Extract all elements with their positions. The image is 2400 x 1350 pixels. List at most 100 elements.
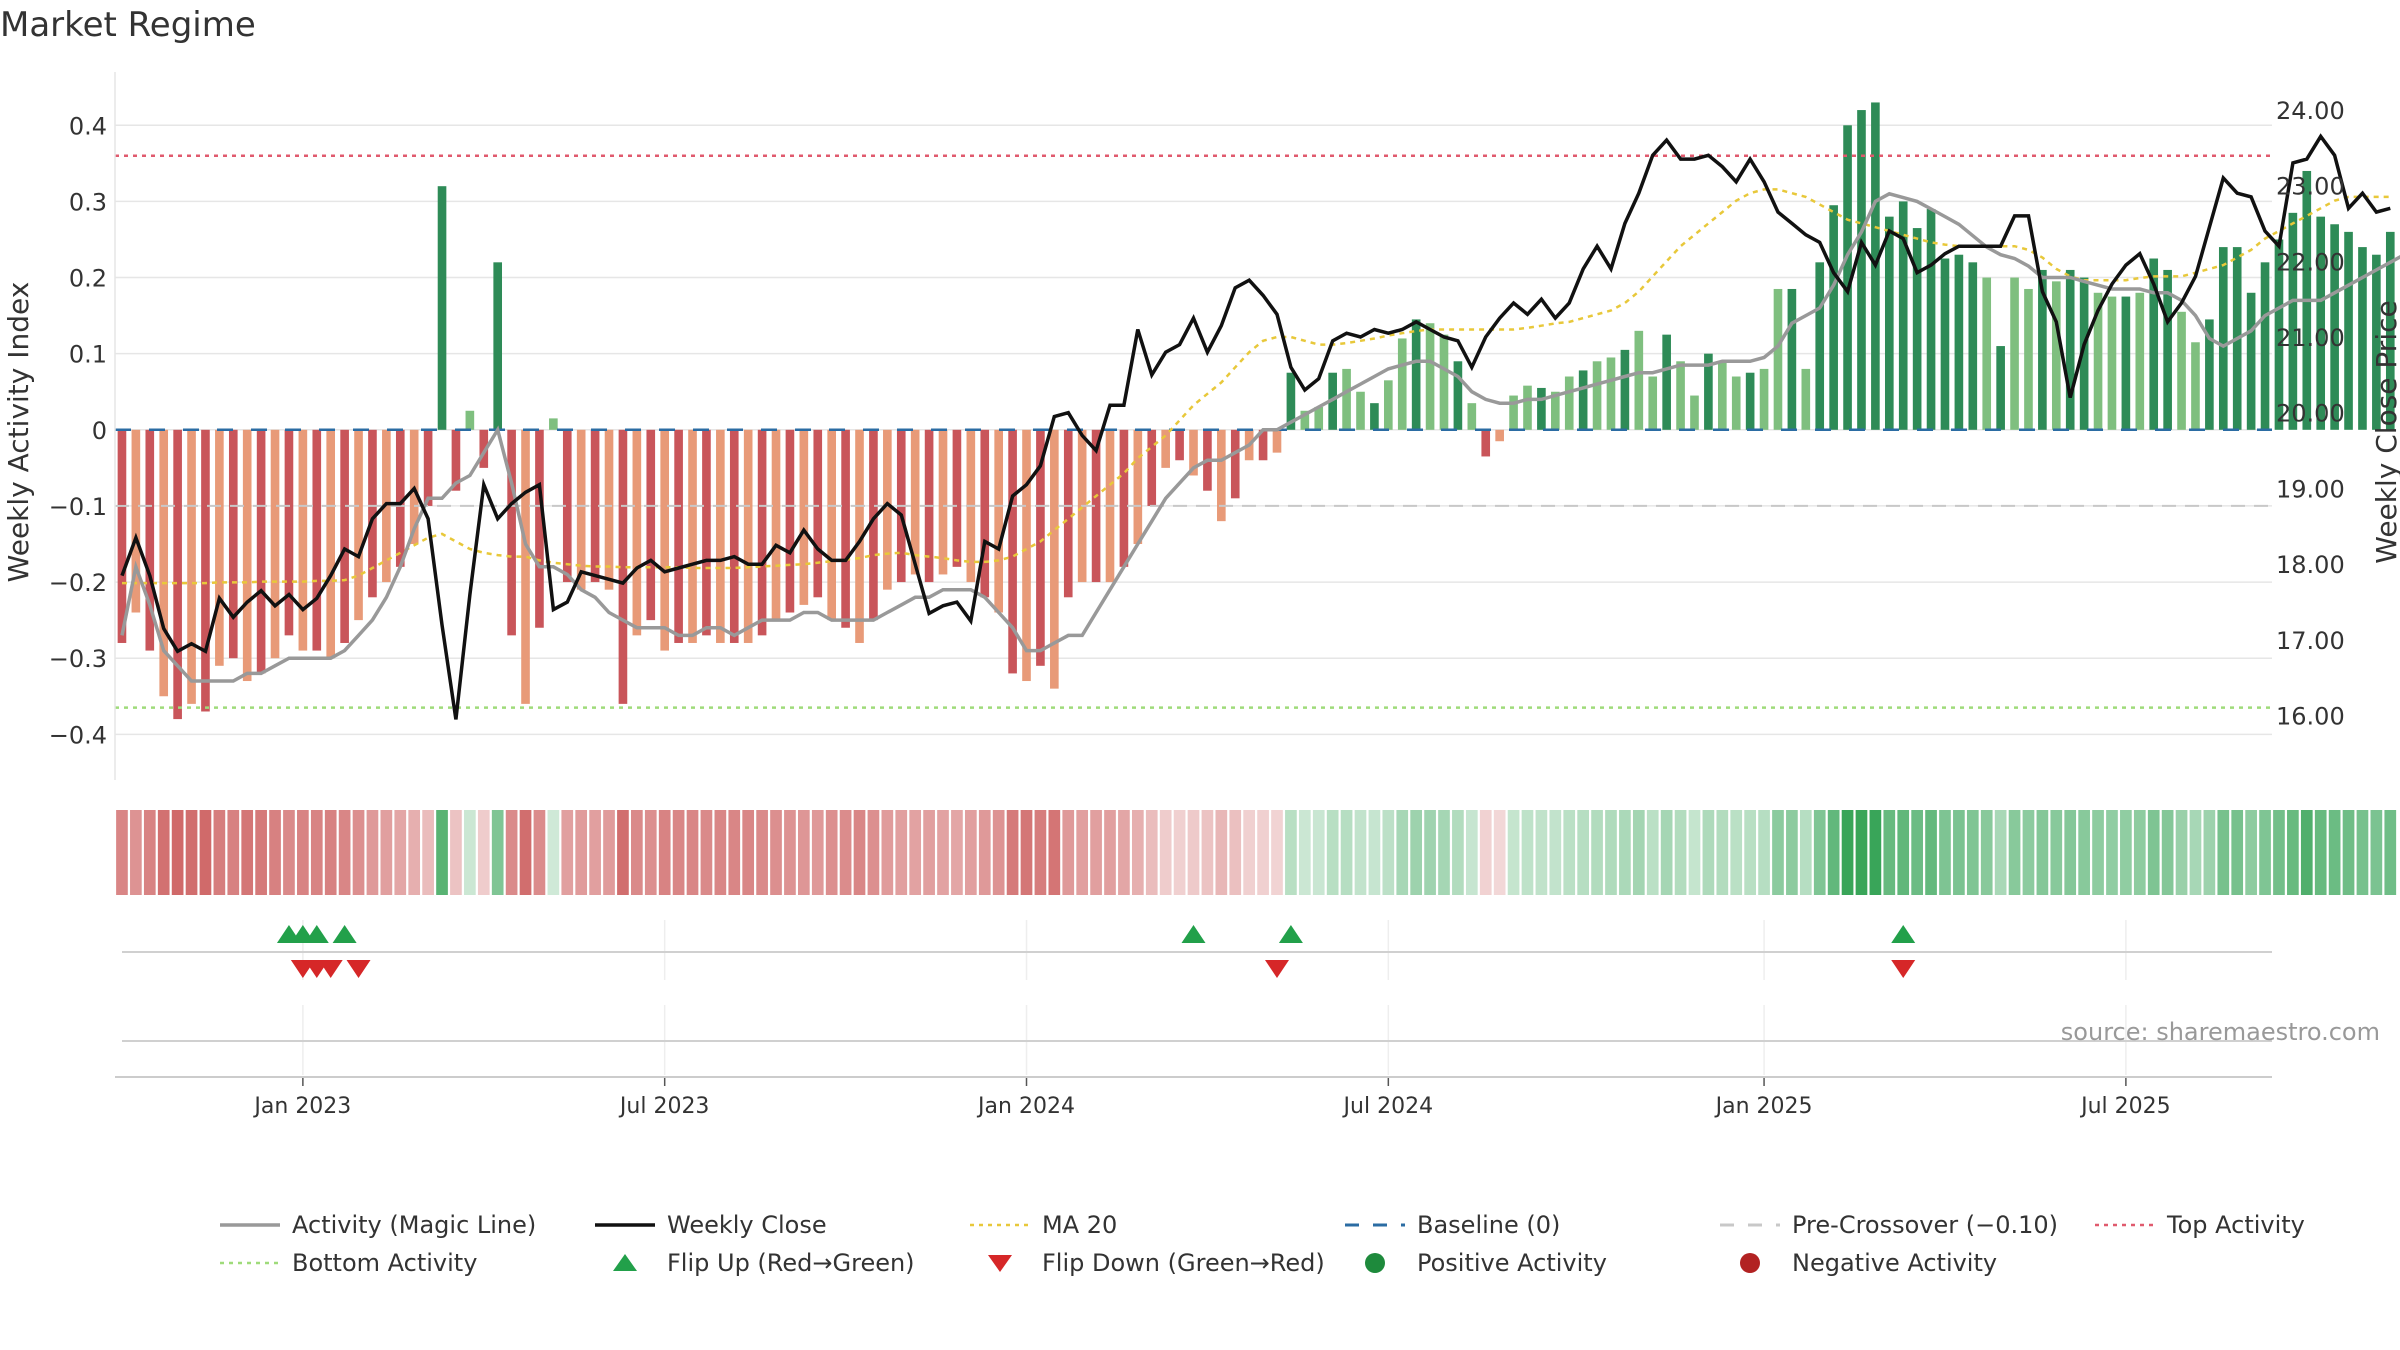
activity-bar <box>1036 429 1045 666</box>
heat-cell <box>269 810 281 895</box>
activity-bar <box>576 429 586 590</box>
heat-cell <box>130 810 142 895</box>
activity-bar <box>2385 231 2395 430</box>
heat-cell <box>1897 810 1910 895</box>
legend-label: MA 20 <box>1042 1211 1117 1239</box>
heat-cell <box>2328 810 2341 895</box>
x-axis-ticks: Jan 2023 Jul 2023 Jan 2024 Jul 2024 Jan 2025… <box>115 1076 2272 1119</box>
heat-cell <box>881 810 894 895</box>
activity-bar <box>395 429 405 567</box>
legend-label: Negative Activity <box>1792 1249 1997 1277</box>
y-right-tick-label: 23.00 <box>2276 173 2345 201</box>
weekly-close-line <box>120 133 2391 720</box>
activity-bar <box>1008 429 1017 674</box>
activity-bar <box>145 429 155 651</box>
flip-up-marker <box>332 925 357 943</box>
activity-bar <box>215 429 224 666</box>
heat-cell <box>2231 810 2244 895</box>
y-left-tick-label: 0.4 <box>69 112 107 140</box>
heat-cell <box>1605 810 1617 895</box>
heat-cell <box>352 810 365 895</box>
activity-bar <box>1495 429 1504 442</box>
activity-bar <box>1370 403 1379 430</box>
heat-cell <box>1354 810 1367 895</box>
heat-cell <box>1285 810 1297 895</box>
heat-cell <box>2384 810 2397 895</box>
activity-bar <box>1759 368 1769 430</box>
heat-cell <box>937 810 949 895</box>
x-tick-label: Jan 2025 <box>1714 1094 1813 1119</box>
heat-cell <box>199 810 212 895</box>
heat-cell <box>1549 810 1562 895</box>
activity-bar <box>952 429 962 567</box>
heat-cell <box>1340 810 1353 895</box>
activity-bar <box>2260 262 2270 430</box>
flip-up-marker <box>1278 925 1303 943</box>
heat-cell <box>1507 810 1520 895</box>
heat-cell <box>310 810 323 895</box>
source-label: source: sharemaestro.com <box>2061 1018 2380 1046</box>
activity-bar <box>1425 323 1435 430</box>
activity-bar <box>1175 429 1184 461</box>
heat-cell <box>1911 810 1923 895</box>
heat-cell <box>1201 810 1214 895</box>
heat-cell <box>1187 810 1200 895</box>
heat-cell <box>1869 810 1882 895</box>
heat-cell <box>2092 810 2104 895</box>
heat-cell <box>1104 810 1116 895</box>
heat-cell <box>2147 810 2160 895</box>
activity-bar <box>1161 429 1170 468</box>
activity-bar <box>590 429 600 583</box>
activity-bar <box>2288 212 2298 430</box>
heat-cell <box>394 810 407 895</box>
activity-bar <box>869 429 878 621</box>
activity-bar <box>1606 357 1616 430</box>
legend-swatch <box>1740 1253 1760 1273</box>
y-right-tick-label: 20.00 <box>2276 400 2345 428</box>
heat-cell <box>1452 810 1464 895</box>
heat-cell <box>1326 810 1339 895</box>
heat-cell <box>1619 810 1631 895</box>
heat-cell <box>171 810 184 895</box>
heat-cell <box>1368 810 1381 895</box>
bottom-panel <box>122 1005 2272 1075</box>
heat-cell <box>1744 810 1756 895</box>
heat-cell <box>255 810 267 895</box>
activity-bar <box>1189 429 1198 476</box>
flip-down-marker <box>346 960 371 978</box>
activity-bar <box>1272 429 1282 453</box>
activity-bar <box>1940 258 1950 430</box>
activity-bar <box>479 429 489 468</box>
activity-bar <box>1982 277 1992 430</box>
activity-bar <box>1648 376 1658 430</box>
heat-cell <box>644 810 657 895</box>
heat-cell <box>185 810 198 895</box>
legend-label: Weekly Close <box>667 1211 827 1239</box>
activity-bar <box>368 429 377 598</box>
heat-cell <box>1632 810 1645 895</box>
y-right-axis-label: Weekly Close Price <box>2370 300 2400 563</box>
activity-bar <box>1050 429 1059 689</box>
activity-bar <box>1411 319 1421 430</box>
activity-bar <box>1676 361 1685 430</box>
activity-bar <box>340 429 349 643</box>
activity-bar <box>1119 429 1129 567</box>
activity-bar <box>131 429 141 613</box>
activity-bar <box>1133 429 1143 544</box>
heat-cell <box>1758 810 1770 895</box>
legend-label: Baseline (0) <box>1417 1211 1560 1239</box>
activity-bar <box>1439 334 1449 430</box>
heat-cell <box>283 810 295 895</box>
activity-bar <box>1968 262 1978 430</box>
heat-cell <box>547 810 560 895</box>
legend: Activity (Magic Line) Weekly Close MA 20 Ba… <box>220 1211 2305 1277</box>
activity-bar <box>1773 288 1783 430</box>
activity-bar <box>1620 349 1630 430</box>
activity-bar <box>1384 380 1393 430</box>
heat-cell <box>1159 810 1172 895</box>
heat-cell <box>1090 810 1102 895</box>
heat-cell <box>505 810 518 895</box>
heat-cell <box>2259 810 2271 895</box>
activity-bar <box>2149 258 2159 430</box>
